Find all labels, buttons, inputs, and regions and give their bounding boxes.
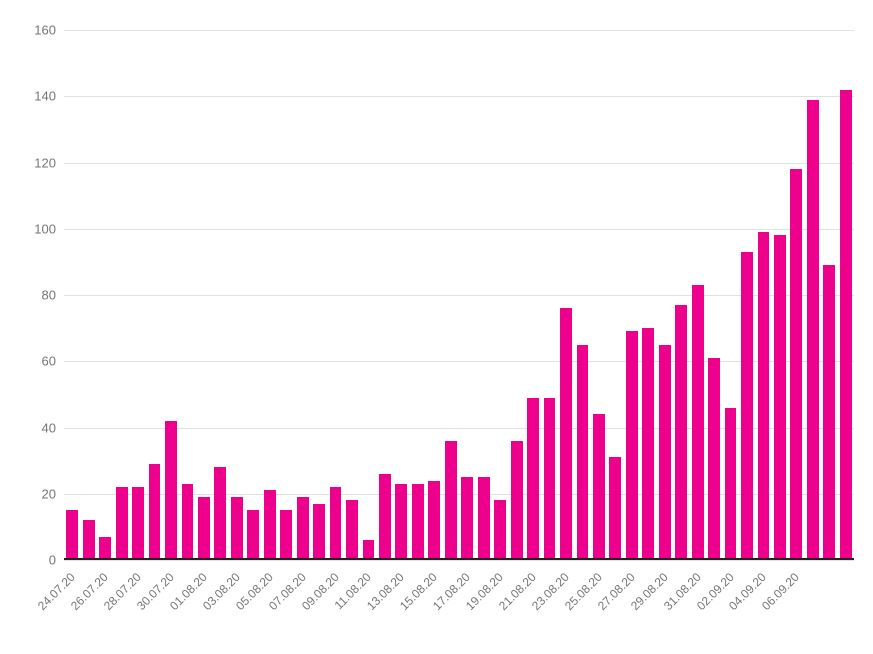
- bar: [330, 487, 342, 560]
- bar: [626, 331, 638, 560]
- bar: [231, 497, 243, 560]
- bar: [774, 235, 786, 560]
- bar: [66, 510, 78, 560]
- bar: [461, 477, 473, 560]
- bar: [395, 484, 407, 560]
- bar: [823, 265, 835, 560]
- x-tick: 29.08.20: [661, 570, 671, 580]
- x-tick: 26.07.20: [101, 570, 111, 580]
- bar: [560, 308, 572, 560]
- bar: [725, 408, 737, 560]
- x-axis-labels: 24.07.20 26.07.20 28.07.20 30.07.20 01.08.20…: [64, 570, 854, 650]
- bar: [445, 441, 457, 560]
- y-tick-label: 140: [34, 89, 64, 104]
- x-tick: 05.08.20: [266, 570, 276, 580]
- bar: [494, 500, 506, 560]
- x-tick: 25.08.20: [595, 570, 605, 580]
- gridline: [64, 560, 854, 561]
- bar: [346, 500, 358, 560]
- y-tick-label: 160: [34, 23, 64, 38]
- bar: [609, 457, 621, 560]
- bar: [83, 520, 95, 560]
- bar: [297, 497, 309, 560]
- y-tick-label: 20: [42, 486, 64, 501]
- bar: [214, 467, 226, 560]
- bar: [198, 497, 210, 560]
- x-tick: 23.08.20: [562, 570, 572, 580]
- bar: [790, 169, 802, 560]
- x-tick: 30.07.20: [167, 570, 177, 580]
- bar: [511, 441, 523, 560]
- y-tick-label: 100: [34, 221, 64, 236]
- x-tick: 02.09.20: [727, 570, 737, 580]
- bar: [165, 421, 177, 560]
- bar: [182, 484, 194, 560]
- bar: [659, 345, 671, 560]
- x-tick: 17.08.20: [463, 570, 473, 580]
- bar: [741, 252, 753, 560]
- x-tick: 21.08.20: [529, 570, 539, 580]
- y-tick-label: 120: [34, 155, 64, 170]
- y-tick-label: 40: [42, 420, 64, 435]
- bar-chart: 020406080100120140160 24.07.2026.07.2028…: [0, 0, 873, 654]
- x-axis-baseline: [64, 558, 854, 560]
- bar: [412, 484, 424, 560]
- bar: [280, 510, 292, 560]
- bar: [544, 398, 556, 560]
- x-tick: 19.08.20: [496, 570, 506, 580]
- x-tick: 09.08.20: [332, 570, 342, 580]
- bar: [99, 537, 111, 560]
- bar: [692, 285, 704, 560]
- bar: [758, 232, 770, 560]
- y-tick-label: 0: [49, 553, 64, 568]
- bar: [840, 90, 852, 560]
- bar: [379, 474, 391, 560]
- x-tick: 15.08.20: [430, 570, 440, 580]
- x-tick: 28.07.20: [134, 570, 144, 580]
- bar: [428, 481, 440, 561]
- bars-container: [64, 30, 854, 560]
- x-tick: 06.09.20: [792, 570, 802, 580]
- bar: [807, 100, 819, 560]
- y-tick-label: 60: [42, 354, 64, 369]
- plot-area: 020406080100120140160: [64, 30, 854, 560]
- x-tick: 11.08.20: [364, 570, 374, 580]
- x-tick: 13.08.20: [397, 570, 407, 580]
- x-tick: 31.08.20: [694, 570, 704, 580]
- x-tick: 24.07.20: [68, 570, 78, 580]
- bar: [149, 464, 161, 560]
- x-tick: 27.08.20: [628, 570, 638, 580]
- bar: [247, 510, 259, 560]
- x-tick: 04.09.20: [759, 570, 769, 580]
- bar: [708, 358, 720, 560]
- x-tick: 03.08.20: [233, 570, 243, 580]
- x-tick: 07.08.20: [299, 570, 309, 580]
- bar: [116, 487, 128, 560]
- bar: [264, 490, 276, 560]
- bar: [527, 398, 539, 560]
- bar: [132, 487, 144, 560]
- bar: [478, 477, 490, 560]
- bar: [313, 504, 325, 560]
- y-tick-label: 80: [42, 288, 64, 303]
- x-tick: 01.08.20: [200, 570, 210, 580]
- bar: [642, 328, 654, 560]
- bar: [593, 414, 605, 560]
- bar: [577, 345, 589, 560]
- bar: [675, 305, 687, 560]
